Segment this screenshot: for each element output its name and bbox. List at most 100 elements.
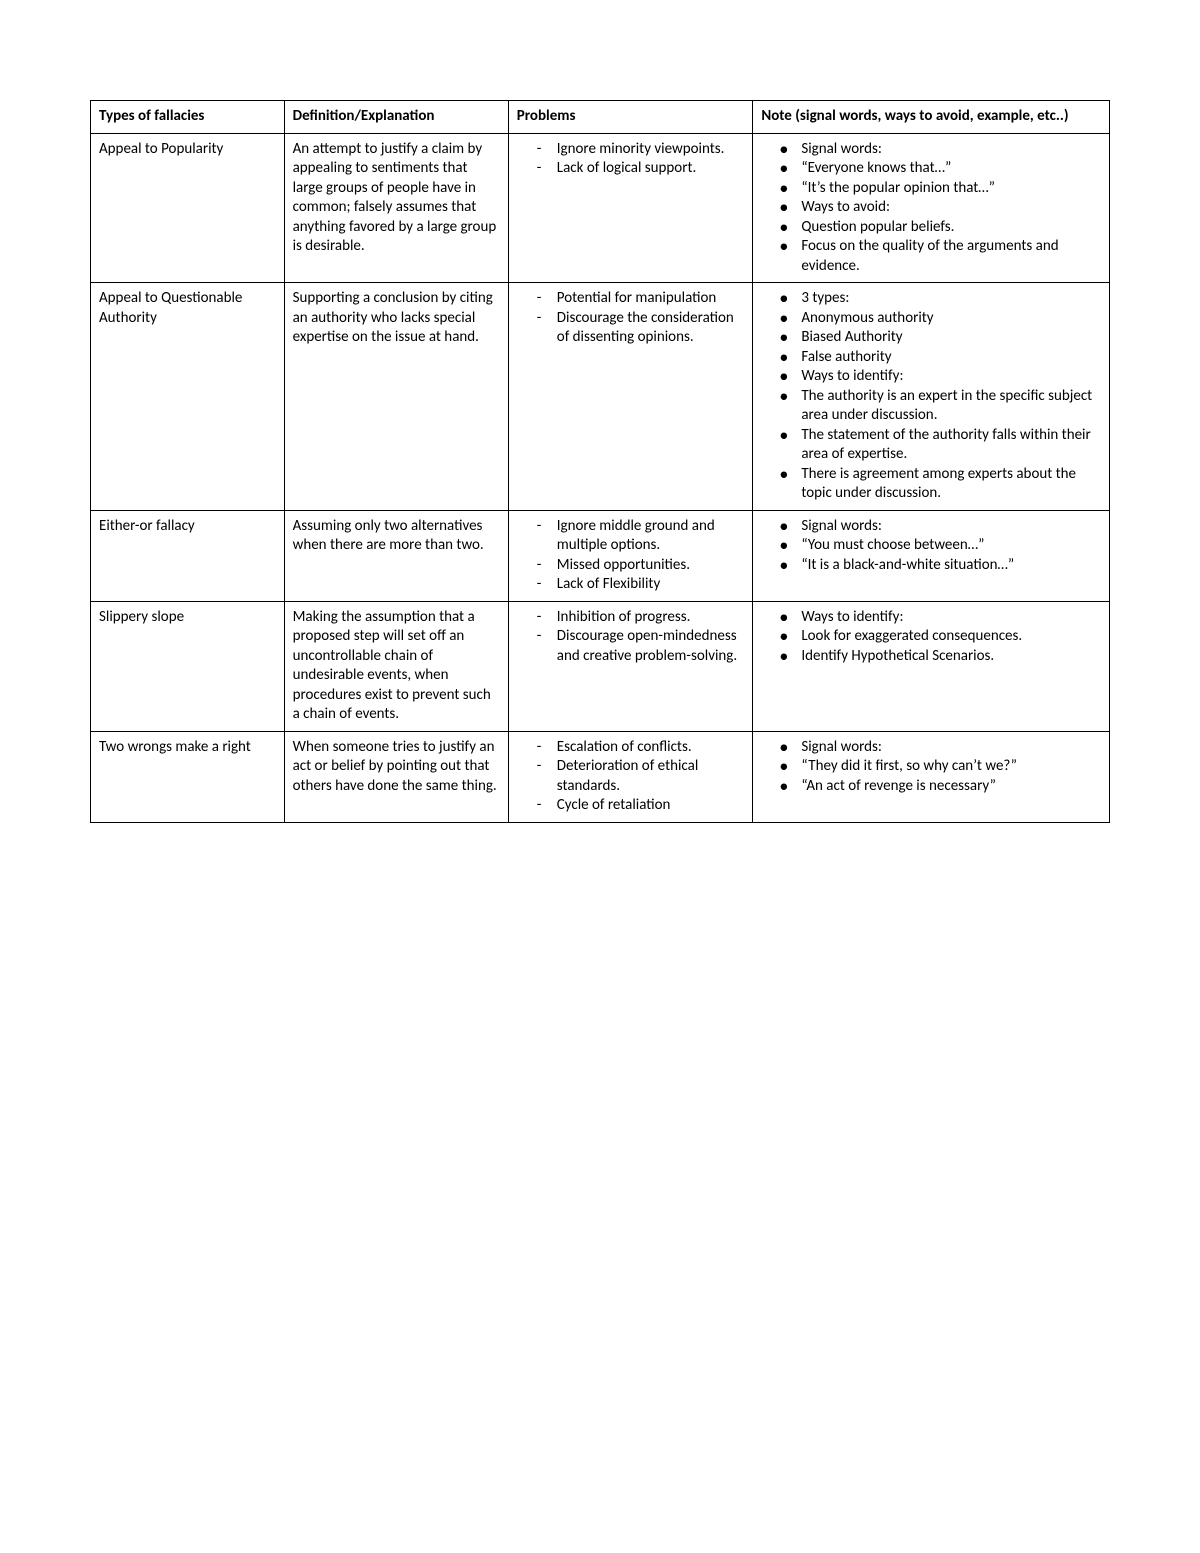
list-item-text: The statement of the authority falls wit…	[801, 426, 1090, 464]
list-item: -“You must choose between…”	[761, 536, 1101, 556]
header-problems: Problems	[508, 101, 753, 134]
list-item-text: Biased Authority	[801, 328, 902, 346]
list-item: Potential for manipulation	[517, 289, 745, 309]
list-item-text: False authority	[801, 348, 891, 366]
cell-problems: Escalation of conflicts.Deterioration of…	[508, 731, 753, 822]
list-item-text: The authority is an expert in the specif…	[801, 387, 1092, 425]
list-item-text: Ways to identify:	[801, 367, 903, 385]
table-row: Appeal to Questionable AuthoritySupporti…	[91, 283, 1110, 511]
dash-icon: -	[781, 387, 786, 407]
list-item: -“It is a black-and-white situation…”	[761, 556, 1101, 576]
list-item-text: Focus on the quality of the arguments an…	[801, 237, 1058, 275]
table-row: Slippery slopeMaking the assumption that…	[91, 601, 1110, 731]
cell-fallacy: Appeal to Popularity	[91, 133, 285, 283]
dash-icon: -	[781, 647, 786, 667]
table-header-row: Types of fallacies Definition/Explanatio…	[91, 101, 1110, 134]
list-item: -The statement of the authority falls wi…	[761, 426, 1101, 465]
fallacies-table: Types of fallacies Definition/Explanatio…	[90, 100, 1110, 823]
list-item: Lack of logical support.	[517, 159, 745, 179]
dash-icon: -	[781, 536, 786, 556]
list-item: Discourage the consideration of dissenti…	[517, 309, 745, 348]
cell-fallacy: Two wrongs make a right	[91, 731, 285, 822]
cell-notes: •Signal words:-“Everyone knows that…”-“I…	[753, 133, 1110, 283]
list-item-text: Signal words:	[801, 738, 882, 756]
header-notes: Note (signal words, ways to avoid, examp…	[753, 101, 1110, 134]
list-item: Inhibition of progress.	[517, 608, 745, 628]
list-item: •Signal words:	[761, 738, 1101, 758]
bullet-icon: •	[779, 289, 788, 309]
list-item: Ignore middle ground and multiple option…	[517, 517, 745, 556]
cell-definition: Making the assumption that a proposed st…	[284, 601, 508, 731]
list-item: Lack of Flexibility	[517, 575, 745, 595]
table-row: Either-or fallacyAssuming only two alter…	[91, 510, 1110, 601]
dash-icon: -	[781, 465, 786, 485]
dash-icon: -	[781, 757, 786, 777]
cell-notes: •Signal words:-“You must choose between……	[753, 510, 1110, 601]
bullet-icon: •	[779, 367, 788, 387]
list-item: -“Everyone knows that…”	[761, 159, 1101, 179]
document-page: Types of fallacies Definition/Explanatio…	[0, 0, 1200, 1553]
list-item: -Focus on the quality of the arguments a…	[761, 237, 1101, 276]
list-item: •Signal words:	[761, 517, 1101, 537]
list-item: •Signal words:	[761, 140, 1101, 160]
list-item: -There is agreement among experts about …	[761, 465, 1101, 504]
list-item-text: There is agreement among experts about t…	[801, 465, 1076, 503]
list-item: -Question popular beliefs.	[761, 218, 1101, 238]
list-item-text: Ways to identify:	[801, 608, 903, 626]
list-item: -The authority is an expert in the speci…	[761, 387, 1101, 426]
cell-fallacy: Slippery slope	[91, 601, 285, 731]
list-item-text: Look for exaggerated consequences.	[801, 627, 1022, 645]
list-item-text: “It is a black-and-white situation…”	[801, 556, 1014, 574]
list-item-text: Identify Hypothetical Scenarios.	[801, 647, 994, 665]
list-item-text: Signal words:	[801, 140, 882, 158]
dash-icon: -	[781, 627, 786, 647]
list-item-text: “It’s the popular opinion that…”	[801, 179, 995, 197]
list-item: Cycle of retaliation	[517, 796, 745, 816]
list-item: -“They did it first, so why can’t we?”	[761, 757, 1101, 777]
list-item-text: “Everyone knows that…”	[801, 159, 951, 177]
list-item: -Identify Hypothetical Scenarios.	[761, 647, 1101, 667]
cell-problems: Inhibition of progress.Discourage open-m…	[508, 601, 753, 731]
cell-definition: Supporting a conclusion by citing an aut…	[284, 283, 508, 511]
dash-icon: -	[781, 328, 786, 348]
table-row: Appeal to PopularityAn attempt to justif…	[91, 133, 1110, 283]
header-definition: Definition/Explanation	[284, 101, 508, 134]
list-item: -“An act of revenge is necessary”	[761, 777, 1101, 797]
dash-icon: -	[781, 556, 786, 576]
cell-fallacy: Appeal to Questionable Authority	[91, 283, 285, 511]
list-item: -“It’s the popular opinion that…”	[761, 179, 1101, 199]
cell-definition: When someone tries to justify an act or …	[284, 731, 508, 822]
cell-notes: •Signal words:-“They did it first, so wh…	[753, 731, 1110, 822]
dash-icon: -	[781, 426, 786, 446]
list-item: -Look for exaggerated consequences.	[761, 627, 1101, 647]
list-item-text: Signal words:	[801, 517, 882, 535]
list-item: Ignore minority viewpoints.	[517, 140, 745, 160]
list-item: • Ways to avoid:	[761, 198, 1101, 218]
list-item-text: Ways to avoid:	[801, 198, 890, 216]
list-item: Deterioration of ethical standards.	[517, 757, 745, 796]
table-row: Two wrongs make a rightWhen someone trie…	[91, 731, 1110, 822]
list-item: Discourage open-mindedness and creative …	[517, 627, 745, 666]
list-item-text: 3 types:	[801, 289, 849, 307]
cell-definition: Assuming only two alternatives when ther…	[284, 510, 508, 601]
cell-notes: •Ways to identify:-Look for exaggerated …	[753, 601, 1110, 731]
list-item: -Anonymous authority	[761, 309, 1101, 329]
cell-definition: An attempt to justify a claim by appeali…	[284, 133, 508, 283]
dash-icon: -	[781, 777, 786, 797]
bullet-icon: •	[779, 198, 788, 218]
cell-problems: Potential for manipulationDiscourage the…	[508, 283, 753, 511]
list-item: • Ways to identify:	[761, 367, 1101, 387]
list-item: Missed opportunities.	[517, 556, 745, 576]
list-item-text: Anonymous authority	[801, 309, 933, 327]
list-item-text: “You must choose between…”	[801, 536, 984, 554]
cell-fallacy: Either-or fallacy	[91, 510, 285, 601]
list-item-text: Question popular beliefs.	[801, 218, 954, 236]
cell-problems: Ignore minority viewpoints.Lack of logic…	[508, 133, 753, 283]
header-types: Types of fallacies	[91, 101, 285, 134]
list-item: • 3 types:	[761, 289, 1101, 309]
cell-notes: •3 types:-Anonymous authority-Biased Aut…	[753, 283, 1110, 511]
list-item: -Biased Authority	[761, 328, 1101, 348]
cell-problems: Ignore middle ground and multiple option…	[508, 510, 753, 601]
list-item: -False authority	[761, 348, 1101, 368]
list-item: •Ways to identify:	[761, 608, 1101, 628]
